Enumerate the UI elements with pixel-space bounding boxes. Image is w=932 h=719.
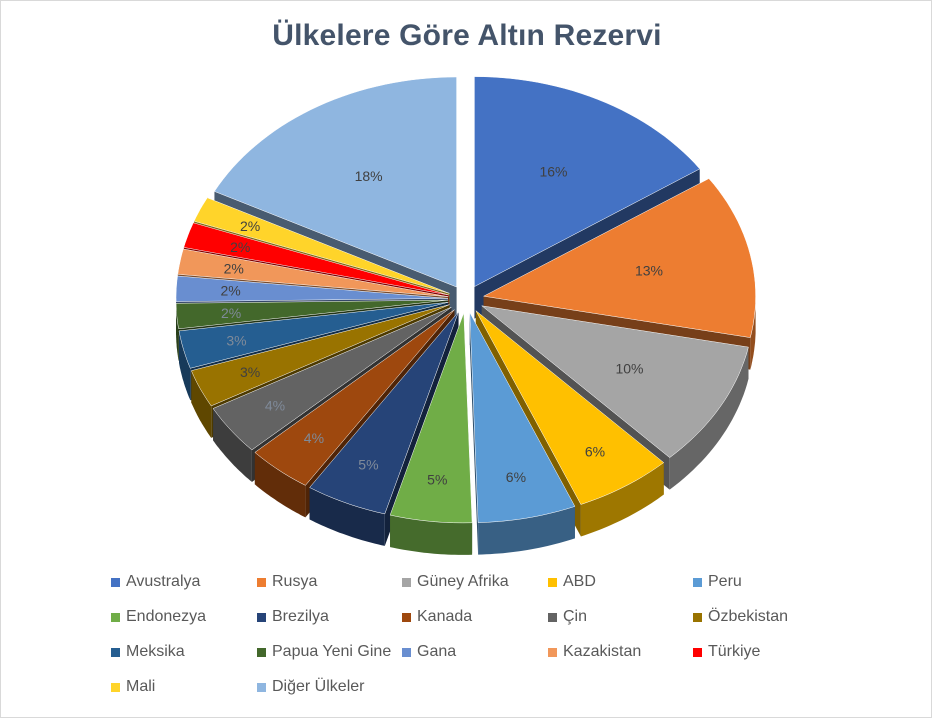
legend-label: Gana bbox=[417, 643, 456, 661]
legend-item: Çin bbox=[548, 608, 693, 626]
data-label-12: 2% bbox=[220, 283, 240, 299]
data-label-9: 3% bbox=[240, 364, 260, 380]
legend-label: Endonezya bbox=[126, 608, 206, 626]
legend-item: Peru bbox=[693, 573, 833, 591]
legend-swatch bbox=[402, 613, 411, 622]
data-label-11: 2% bbox=[221, 305, 241, 321]
legend-swatch bbox=[693, 648, 702, 657]
legend-label: Brezilya bbox=[272, 608, 329, 626]
legend-label: Güney Afrika bbox=[417, 573, 509, 591]
legend-swatch bbox=[111, 578, 120, 587]
legend-label: Peru bbox=[708, 573, 742, 591]
data-label-10: 3% bbox=[226, 332, 246, 348]
legend-item: Meksika bbox=[111, 643, 257, 661]
chart-legend: Avustralya Rusya Güney Afrika ABD Peru Endone… bbox=[111, 573, 891, 696]
legend-label: Mali bbox=[126, 678, 155, 696]
data-label-3: 6% bbox=[585, 443, 605, 459]
legend-swatch bbox=[548, 578, 557, 587]
data-label-4: 6% bbox=[506, 469, 526, 485]
legend-label: Rusya bbox=[272, 573, 317, 591]
data-label-0: 16% bbox=[539, 164, 567, 180]
legend-item: Güney Afrika bbox=[402, 573, 548, 591]
legend-item: Özbekistan bbox=[693, 608, 833, 626]
legend-item: Papua Yeni Gine bbox=[257, 643, 402, 661]
data-label-7: 4% bbox=[304, 430, 324, 446]
legend-swatch bbox=[257, 683, 266, 692]
legend-swatch bbox=[402, 648, 411, 657]
data-label-14: 2% bbox=[230, 239, 250, 255]
legend-swatch bbox=[548, 648, 557, 657]
legend-item: Diğer Ülkeler bbox=[257, 678, 402, 696]
legend-label: Kazakistan bbox=[563, 643, 641, 661]
legend-swatch bbox=[257, 648, 266, 657]
legend-item: Kazakistan bbox=[548, 643, 693, 661]
legend-label: Türkiye bbox=[708, 643, 760, 661]
legend-label: Meksika bbox=[126, 643, 185, 661]
legend-swatch bbox=[693, 578, 702, 587]
legend-swatch bbox=[548, 613, 557, 622]
legend-item: Türkiye bbox=[693, 643, 833, 661]
legend-swatch bbox=[257, 578, 266, 587]
data-label-16: 18% bbox=[355, 168, 383, 184]
legend-item: Brezilya bbox=[257, 608, 402, 626]
legend-swatch bbox=[111, 683, 120, 692]
legend-label: Çin bbox=[563, 608, 587, 626]
legend-swatch bbox=[257, 613, 266, 622]
data-label-1: 13% bbox=[635, 263, 663, 279]
legend-item: Rusya bbox=[257, 573, 402, 591]
legend-item: Avustralya bbox=[111, 573, 257, 591]
legend-item: Gana bbox=[402, 643, 548, 661]
data-label-15: 2% bbox=[240, 218, 260, 234]
data-label-5: 5% bbox=[427, 472, 447, 488]
legend-label: Özbekistan bbox=[708, 608, 788, 626]
data-label-13: 2% bbox=[224, 261, 244, 277]
legend-swatch bbox=[402, 578, 411, 587]
legend-item: ABD bbox=[548, 573, 693, 591]
data-label-2: 10% bbox=[615, 361, 643, 377]
legend-label: ABD bbox=[563, 573, 596, 591]
legend-label: Papua Yeni Gine bbox=[272, 643, 391, 661]
data-label-6: 5% bbox=[358, 457, 378, 473]
data-label-8: 4% bbox=[265, 398, 285, 414]
legend-swatch bbox=[111, 613, 120, 622]
legend-label: Diğer Ülkeler bbox=[272, 678, 364, 696]
legend-item: Mali bbox=[111, 678, 257, 696]
legend-label: Avustralya bbox=[126, 573, 200, 591]
legend-label: Kanada bbox=[417, 608, 472, 626]
legend-swatch bbox=[111, 648, 120, 657]
legend-item: Kanada bbox=[402, 608, 548, 626]
legend-item: Endonezya bbox=[111, 608, 257, 626]
legend-swatch bbox=[693, 613, 702, 622]
